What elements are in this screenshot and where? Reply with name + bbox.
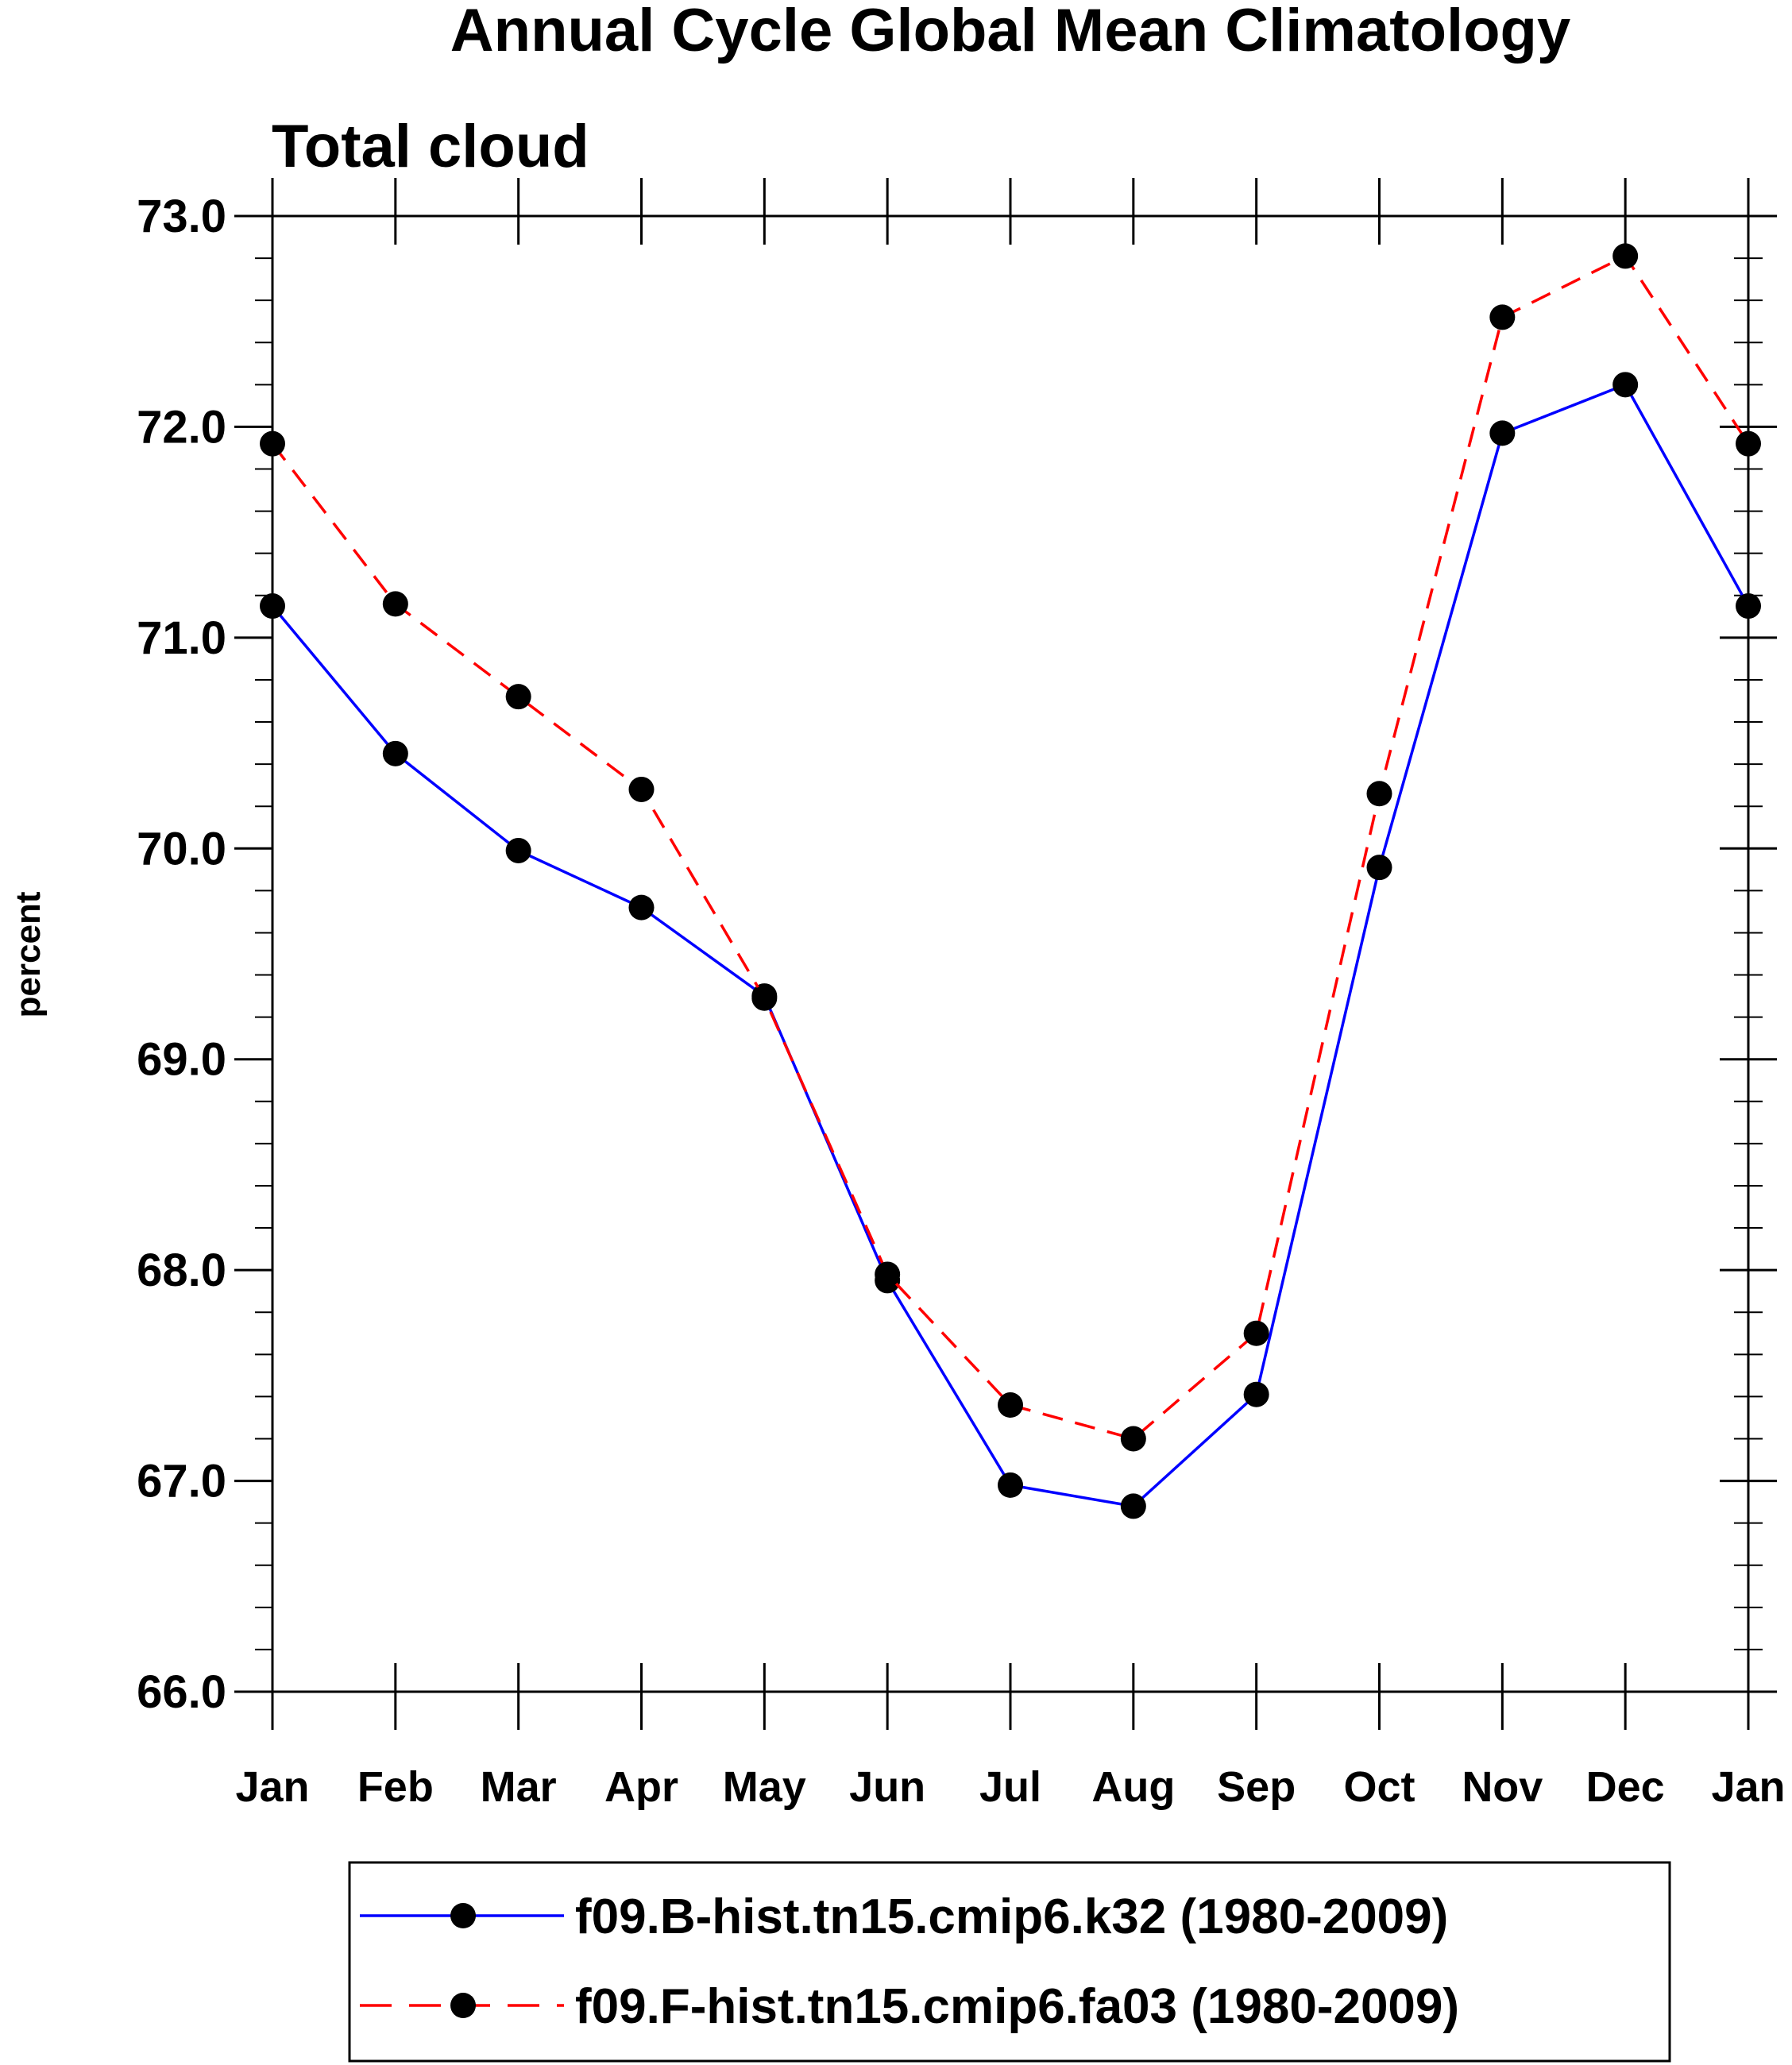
axis-ticks: [234, 178, 1777, 1730]
x-tick-label: May: [723, 1763, 806, 1811]
series-1-point: [1736, 593, 1761, 620]
y-tick-label: 72.0: [137, 401, 226, 453]
series-2-point: [998, 1392, 1023, 1418]
series-2-point: [1489, 304, 1516, 330]
y-tick-label: 66.0: [137, 1666, 226, 1718]
x-tick-labels: Jan Feb Mar Apr May Jun Jul Aug Sep Oct Nov Dec Jan: [235, 1763, 1785, 1811]
series-2-point: [1612, 243, 1639, 269]
series-1-point: [628, 894, 655, 921]
series-1-point: [1612, 372, 1639, 398]
series-2-point: [1736, 430, 1761, 457]
series-1-point: [1489, 420, 1516, 446]
series-2-point: [1366, 781, 1392, 807]
y-tick-label: 73.0: [137, 191, 226, 242]
series-1-point: [505, 837, 531, 863]
plot-frame: [271, 214, 1750, 1693]
y-tick-labels: 66.0 67.0 68.0 69.0 70.0 71.0 72.0 73.0: [137, 191, 226, 1718]
y-tick-label: 71.0: [137, 612, 226, 664]
x-tick-label: Jan: [1711, 1763, 1785, 1811]
x-tick-label: Sep: [1217, 1763, 1296, 1811]
legend-marker-2: [450, 1993, 476, 2018]
data-series: [260, 243, 1761, 1519]
legend-label-2: f09.F-hist.tn15.cmip6.fa03 (1980-2009): [575, 1979, 1459, 2034]
series-2-point: [751, 985, 778, 1011]
series-2-point: [260, 430, 285, 457]
legend-entries: f09.B-hist.tn15.cmip6.k32 (1980-2009) f09…: [360, 1889, 1459, 2034]
series-2-point: [1243, 1320, 1269, 1346]
x-tick-label: Apr: [604, 1763, 678, 1811]
series-1-point: [260, 593, 285, 620]
y-tick-label: 69.0: [137, 1034, 226, 1086]
series-1-point: [1120, 1493, 1146, 1519]
series-2-point: [875, 1261, 901, 1287]
series-1-point: [1243, 1381, 1269, 1407]
series-line-2: [271, 254, 1750, 1441]
legend-box: [348, 1861, 1671, 2063]
series-line-1: [271, 383, 1750, 1508]
x-tick-label: Mar: [481, 1763, 557, 1811]
x-tick-label: Jan: [235, 1763, 309, 1811]
legend: f09.B-hist.tn15.cmip6.k32 (1980-2009) f09…: [348, 1861, 1671, 2063]
series-1-point: [998, 1472, 1023, 1498]
series-2-point: [505, 684, 531, 710]
chart-subtitle: Total cloud: [272, 113, 589, 180]
x-tick-label: Nov: [1462, 1763, 1543, 1811]
x-tick-label: Oct: [1343, 1763, 1415, 1811]
series-2-point: [628, 776, 655, 802]
series-2-point: [1120, 1426, 1146, 1452]
y-tick-label: 70.0: [137, 823, 226, 874]
x-tick-label: Jul: [979, 1763, 1041, 1811]
y-axis-label: percent: [9, 891, 48, 1017]
chart-title: Annual Cycle Global Mean Climatology: [450, 0, 1570, 64]
y-tick-label: 67.0: [137, 1456, 226, 1507]
y-tick-label: 68.0: [137, 1245, 226, 1296]
series-1-point: [382, 740, 408, 766]
x-tick-label: Dec: [1586, 1763, 1665, 1811]
x-tick-label: Feb: [357, 1763, 434, 1811]
legend-marker-1: [450, 1903, 476, 1928]
x-tick-label: Jun: [849, 1763, 925, 1811]
series-2-point: [382, 591, 408, 617]
x-tick-label: Aug: [1091, 1763, 1175, 1811]
series-1-point: [1366, 855, 1392, 881]
legend-label-1: f09.B-hist.tn15.cmip6.k32 (1980-2009): [575, 1889, 1448, 1944]
